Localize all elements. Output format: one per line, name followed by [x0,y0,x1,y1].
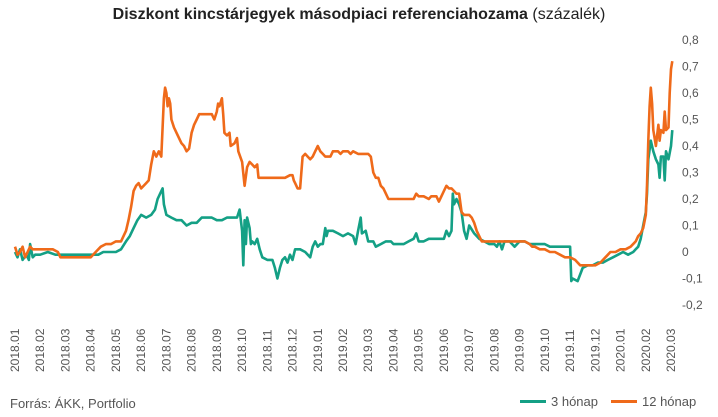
y-tick-label: -0,1 [682,272,703,286]
x-tick-label: 2019.04 [386,328,400,372]
x-tick-label: 2018.01 [8,328,22,372]
y-tick-label: 0,8 [682,33,699,47]
x-tick-label: 2018.11 [260,329,274,372]
x-tick-label: 2019.08 [487,328,501,372]
x-tick-label: 2018.08 [185,328,199,372]
x-tick-label: 2019.06 [437,328,451,372]
y-tick-label: 0,6 [682,86,699,100]
x-tick-label: 2019.02 [336,328,350,372]
x-tick-label: 2018.04 [84,328,98,372]
y-tick-label: 0,3 [682,166,699,180]
legend-label-3-honap: 3 hónap [551,394,598,409]
source-note: Forrás: ÁKK, Portfolio [10,396,136,411]
x-tick-label: 2018.03 [58,328,72,372]
series-line-12-honap [13,60,674,267]
x-tick-label: 2019.05 [412,328,426,372]
chart-title-unit: (százalék) [532,6,606,23]
x-tick-label: 2018.05 [109,328,123,372]
x-tick-label: 2019.09 [513,328,527,372]
chart-title: Diszkont kincstárjegyek másodpiaci refer… [0,6,718,24]
y-tick-label: 0,1 [682,219,699,233]
x-tick-label: 2019.01 [311,328,325,372]
y-tick-label: 0 [682,245,689,259]
legend-item-3-honap: 3 hónap [520,394,598,409]
x-tick-label: 2019.12 [588,328,602,372]
x-tick-label: 2019.11 [563,329,577,372]
x-tick-label: 2018.12 [286,328,300,372]
x-tick-label: 2019.03 [361,328,375,372]
x-tick-label: 2019.10 [538,328,552,372]
y-tick-label: -0,2 [682,298,703,312]
x-tick-label: 2018.06 [134,328,148,372]
x-tick-label: 2018.10 [235,328,249,372]
x-tick-label: 2018.09 [210,328,224,372]
y-tick-label: 0,2 [682,192,699,206]
legend-swatch-3-honap [520,400,546,403]
y-tick-label: 0,5 [682,113,699,127]
chart-title-main: Diszkont kincstárjegyek másodpiaci refer… [112,6,528,23]
x-tick-label: 2020.03 [664,328,678,372]
x-tick-label: 2019.07 [462,328,476,372]
x-tick-label: 2018.02 [33,328,47,372]
legend-item-12-honap: 12 hónap [611,394,696,409]
x-tick-label: 2018.07 [159,328,173,372]
series-line-3-honap [13,129,674,283]
y-tick-label: 0,7 [682,60,699,74]
x-tick-label: 2020.02 [639,328,653,372]
legend-label-12-honap: 12 hónap [642,394,697,409]
x-tick-label: 2020.01 [614,328,628,372]
legend-swatch-12-honap [611,400,637,403]
y-tick-label: 0,4 [682,139,699,153]
